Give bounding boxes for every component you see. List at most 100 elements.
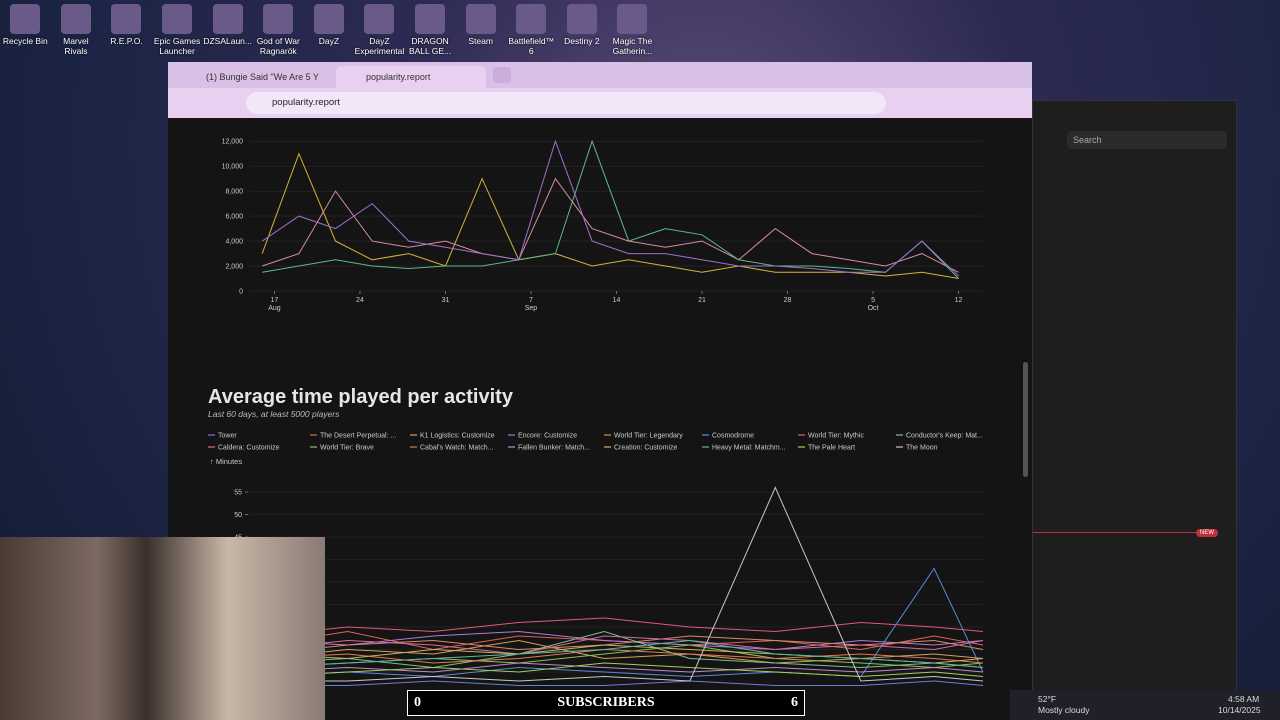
x-tick-month: Oct <box>868 305 879 312</box>
x-tick-label: 7 <box>529 297 533 304</box>
desktop-icon[interactable]: DayZ <box>304 4 355 56</box>
series-line <box>262 635 984 655</box>
chart-subtitle: Last 60 days, at least 5000 players <box>208 409 340 419</box>
desktop-icon[interactable]: Destiny 2 <box>557 4 608 56</box>
tab-bar: (1) Bungie Said "We Are 5 Y popularity.r… <box>168 62 1032 88</box>
series-line <box>262 617 984 637</box>
y-tick-label: 50 <box>234 512 242 519</box>
desktop-icons: Recycle Bin Marvel Rivals R.E.P.O. Epic Gam… <box>0 4 658 56</box>
series-line <box>262 486 984 682</box>
series-line <box>262 635 984 655</box>
x-tick-label: 28 <box>784 297 792 304</box>
icon-image <box>617 4 648 34</box>
x-tick-label: 17 <box>271 297 279 304</box>
y-tick-label: 55 <box>234 490 242 497</box>
x-tick-label: 5 <box>871 297 875 304</box>
icon-image <box>263 4 294 34</box>
icon-image <box>212 4 243 34</box>
legend-entry: Fallen Bunker: Match... <box>518 445 590 452</box>
series-line <box>262 648 984 664</box>
legend-entry: Creation: Customize <box>614 445 678 452</box>
side-app: Search NEW <box>1032 100 1237 692</box>
y-tick-label: 4,000 <box>225 239 243 246</box>
weather: Mostly cloudy <box>1038 705 1090 715</box>
desktop-icon[interactable]: Recycle Bin <box>0 4 51 56</box>
webcam-overlay <box>0 537 325 720</box>
counter-label: SUBSCRIBERS <box>557 695 655 710</box>
legend-entry: World Tier: Legendary <box>614 433 683 440</box>
x-tick-label: 12 <box>955 297 963 304</box>
y-tick-label: 2,000 <box>225 264 243 271</box>
legend-entry: Caldera: Customize <box>218 445 280 452</box>
icon-image <box>415 4 446 34</box>
chart-title: Average time played per activity <box>208 386 514 408</box>
series-line <box>262 177 959 273</box>
icon-image <box>162 4 193 34</box>
legend-entry: Encore: Customize <box>518 433 577 440</box>
search-box[interactable]: Search <box>1067 131 1227 149</box>
y-tick-label: 8,000 <box>225 189 243 196</box>
url-field[interactable]: popularity.report <box>246 92 886 114</box>
y-axis-label: ↑ Minutes <box>210 457 242 466</box>
series-line <box>262 630 984 651</box>
x-tick-label: 24 <box>356 297 364 304</box>
desktop-icon[interactable]: Magic The Gatherin... <box>607 4 658 56</box>
desktop-icon[interactable]: DZSALaun... <box>202 4 253 56</box>
subscriber-counter: 0 SUBSCRIBERS 6 <box>407 690 805 716</box>
y-tick-label: 6,000 <box>225 214 243 221</box>
left-count: 0 <box>414 695 421 710</box>
desktop-icon[interactable]: R.E.P.O. <box>101 4 152 56</box>
icon-label: God of War Ragnarök <box>256 36 300 56</box>
y-tick-label: 12,000 <box>222 139 244 146</box>
series-line <box>262 680 984 686</box>
legend-entry: The Desert Perpetual: ... <box>320 433 396 440</box>
legend-entry: Tower <box>218 433 237 440</box>
icon-label: Recycle Bin <box>2 36 48 46</box>
clock-date: 10/14/2025 <box>1218 705 1261 715</box>
x-tick-label: 21 <box>698 297 706 304</box>
clock-time: 4:58 AM <box>1228 694 1260 704</box>
tab[interactable]: (1) Bungie Said "We Are 5 Y <box>206 72 319 82</box>
temperature: 52°F <box>1038 694 1057 704</box>
icon-image <box>111 4 142 34</box>
desktop-icon[interactable]: God of War Ragnarök <box>253 4 304 56</box>
series-line <box>261 139 959 277</box>
x-tick-month: Sep <box>525 305 538 312</box>
y-tick-label: 0 <box>239 289 243 296</box>
icon-image <box>566 4 597 34</box>
series-line <box>261 152 959 279</box>
icon-image <box>60 4 91 34</box>
x-tick-month: Aug <box>268 305 281 312</box>
desktop-icon[interactable]: DayZ Experimental <box>354 4 405 56</box>
new-tab-button[interactable] <box>493 67 511 83</box>
icon-image <box>313 4 344 34</box>
scrollbar[interactable] <box>1023 362 1028 477</box>
tab[interactable]: popularity.report <box>336 66 486 88</box>
legend-entry: Conductor's Keep: Mat... <box>906 433 983 440</box>
icon-label: Epic Games Launcher <box>153 36 201 56</box>
desktop-icon[interactable]: Steam <box>455 4 506 56</box>
legend-entry: The Moon <box>906 445 938 452</box>
legend-entry: Cabal's Watch: Match... <box>420 445 493 452</box>
desktop-icon[interactable]: Battlefield™ 6 <box>506 4 557 56</box>
icon-label: Battlefield™ 6 <box>508 36 555 56</box>
icon-label: DRAGON BALL GE... <box>408 36 452 56</box>
icon-image <box>10 4 41 34</box>
desktop-icon[interactable]: DRAGON BALL GE... <box>405 4 456 56</box>
legend-entry: Cosmodrome <box>712 433 754 440</box>
legend-entry: World Tier: Mythic <box>808 433 864 440</box>
desktop-icon[interactable]: Marvel Rivals <box>51 4 102 56</box>
taskbar: 52°F Mostly cloudy 4:58 AM 10/14/2025 <box>1010 690 1280 720</box>
icon-image <box>465 4 496 34</box>
divider <box>1033 532 1203 533</box>
desktop-icon[interactable]: Epic Games Launcher <box>152 4 203 56</box>
series-line <box>262 639 984 668</box>
icon-label: Destiny 2 <box>564 36 600 46</box>
icon-label: DZSALaun... <box>203 36 252 46</box>
icon-image <box>516 4 547 34</box>
y-tick-label: 10,000 <box>222 164 244 171</box>
icon-label: Marvel Rivals <box>63 36 89 56</box>
new-badge: NEW <box>1196 529 1218 537</box>
